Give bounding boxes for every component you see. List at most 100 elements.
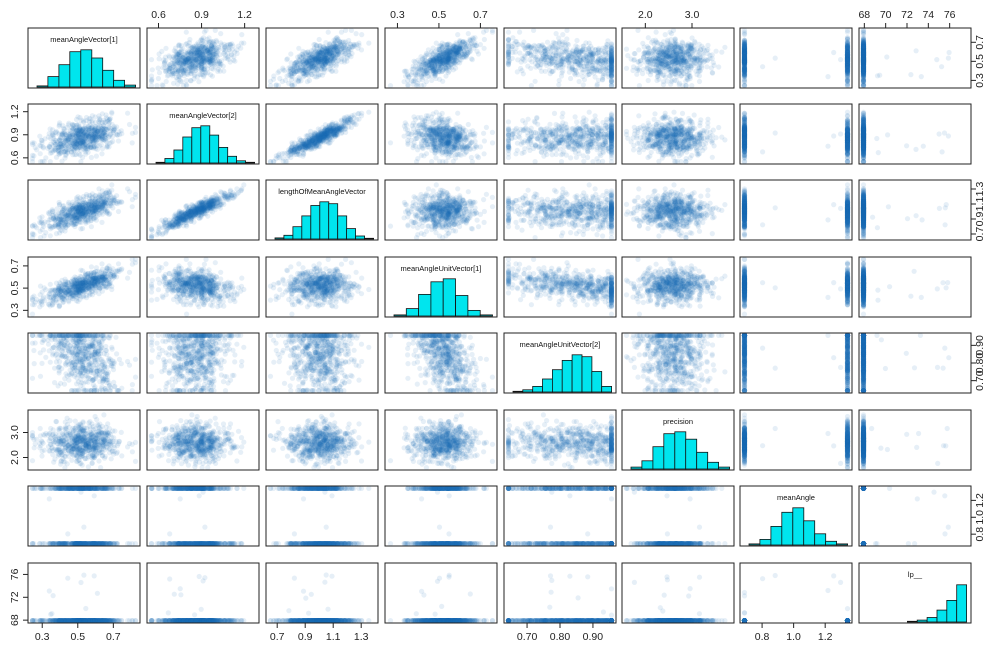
scatter-point	[636, 83, 643, 89]
scatter-point	[306, 77, 312, 84]
scatter-point	[678, 58, 684, 64]
histogram-bar	[124, 84, 136, 88]
scatter-point	[37, 142, 43, 148]
scatter-point	[227, 42, 234, 48]
scatter-point	[197, 54, 203, 60]
scatter-point	[669, 71, 675, 77]
scatter-point	[165, 72, 171, 78]
scatter-point	[225, 54, 231, 60]
scatter-point	[194, 56, 200, 62]
scatter-point	[198, 61, 204, 67]
scatter-point	[678, 63, 684, 69]
scatter-point	[215, 61, 222, 67]
scatter-point	[580, 43, 586, 49]
scatter-point	[703, 57, 709, 63]
scatter-point	[295, 66, 301, 72]
scatter-point	[568, 75, 574, 82]
scatter-point	[306, 68, 312, 74]
scatter-point	[430, 45, 436, 51]
scatter-point	[426, 73, 432, 79]
panel-frame	[27, 27, 141, 89]
scatter-point	[675, 43, 682, 50]
scatter-point	[536, 47, 542, 53]
scatter-point	[156, 56, 162, 62]
scatter-point	[189, 48, 195, 54]
scatter-point	[201, 47, 207, 53]
scatter-point	[210, 38, 217, 45]
scatter-point	[200, 56, 206, 63]
scatter-point	[328, 50, 334, 56]
scatter-point	[178, 47, 184, 53]
scatter-point	[696, 41, 702, 48]
scatter-point	[427, 52, 433, 58]
scatter-point	[29, 156, 36, 162]
scatter-point	[206, 50, 213, 56]
scatter-point	[209, 44, 216, 50]
scatter-point	[196, 79, 202, 85]
scatter-point	[505, 43, 512, 50]
scatter-point	[860, 58, 867, 64]
scatter-point	[563, 45, 570, 52]
scatter-point	[312, 74, 318, 80]
panel-r1-c8	[858, 27, 972, 89]
scatter-point	[176, 60, 182, 66]
scatter-point	[179, 61, 185, 67]
histogram-bar	[58, 64, 71, 88]
scatter-point	[605, 38, 611, 44]
panel-r1-c1: meanAngleVector[1]	[27, 27, 141, 89]
scatter-point	[569, 55, 575, 61]
scatter-point	[189, 54, 195, 60]
scatter-point	[224, 42, 230, 49]
scatter-point	[186, 65, 192, 71]
scatter-point	[198, 44, 204, 50]
scatter-point	[185, 43, 191, 49]
panel-frame	[739, 27, 853, 89]
scatter-point	[47, 159, 53, 165]
scatter-point	[184, 59, 190, 65]
scatter-point	[195, 47, 201, 53]
scatter-point	[946, 49, 952, 56]
scatter-point	[528, 83, 535, 89]
scatter-point	[156, 70, 163, 76]
scatter-point	[184, 57, 190, 63]
scatter-point	[645, 35, 651, 41]
scatter-point	[874, 73, 881, 79]
scatter-point	[316, 36, 322, 43]
scatter-point	[689, 35, 695, 41]
scatter-point	[585, 54, 591, 61]
scatter-point	[608, 49, 615, 55]
scatter-point	[177, 74, 183, 80]
scatter-point	[208, 53, 214, 59]
scatter-point	[206, 35, 212, 41]
scatter-point	[208, 72, 214, 78]
scatter-point	[682, 58, 689, 64]
scatter-point	[544, 39, 551, 45]
scatter-point	[171, 59, 177, 65]
scatter-point	[342, 44, 349, 50]
scatter-point	[229, 52, 235, 58]
scatter-point	[590, 51, 596, 57]
scatter-point	[716, 64, 722, 70]
scatter-point	[199, 51, 205, 57]
scatter-point	[566, 63, 572, 69]
scatter-point	[939, 64, 945, 70]
scatter-point	[211, 41, 217, 47]
scatter-point	[528, 45, 535, 51]
scatter-point	[169, 57, 175, 63]
scatter-point	[844, 44, 851, 50]
scatter-point	[573, 43, 579, 49]
scatter-point	[650, 48, 656, 54]
scatter-point	[182, 59, 188, 65]
scatter-point	[179, 55, 186, 61]
scatter-point	[469, 57, 475, 63]
scatter-point	[163, 58, 169, 64]
scatter-point	[696, 73, 703, 79]
scatter-point	[212, 27, 218, 33]
scatter-point	[194, 47, 201, 54]
scatter-point	[227, 41, 233, 47]
scatter-point	[860, 39, 867, 45]
scatter-point	[418, 66, 424, 72]
scatter-point	[88, 154, 94, 161]
scatter-point	[239, 31, 245, 38]
